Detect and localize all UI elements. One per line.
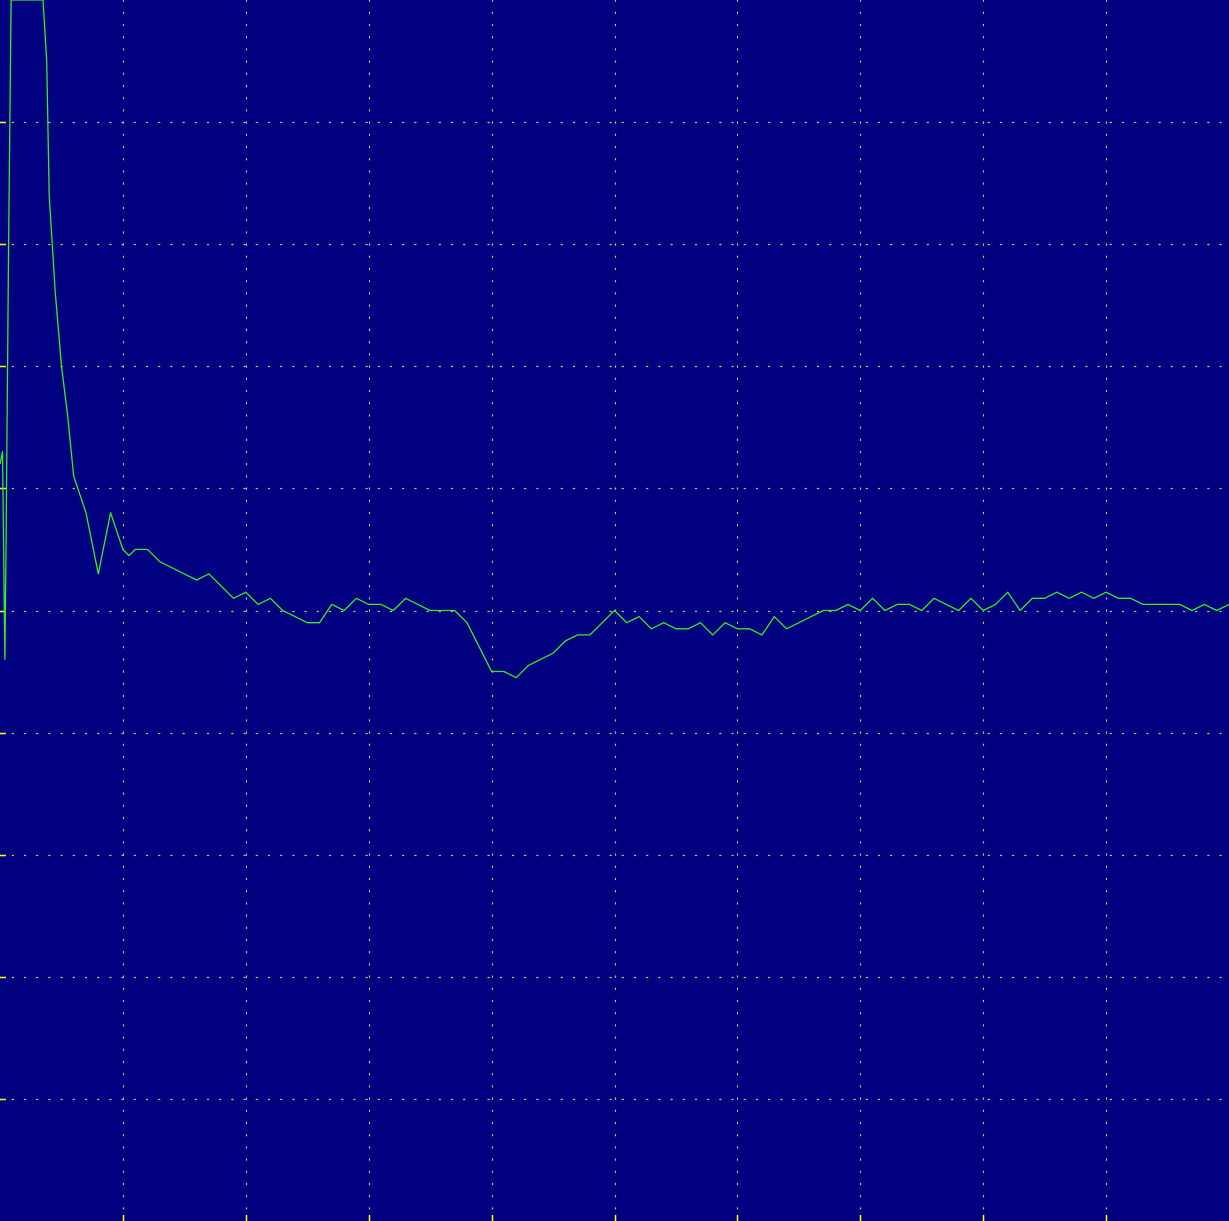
trace-line-1 [0,0,1229,679]
axis-ticks [0,121,1108,1221]
traces [0,0,1229,679]
